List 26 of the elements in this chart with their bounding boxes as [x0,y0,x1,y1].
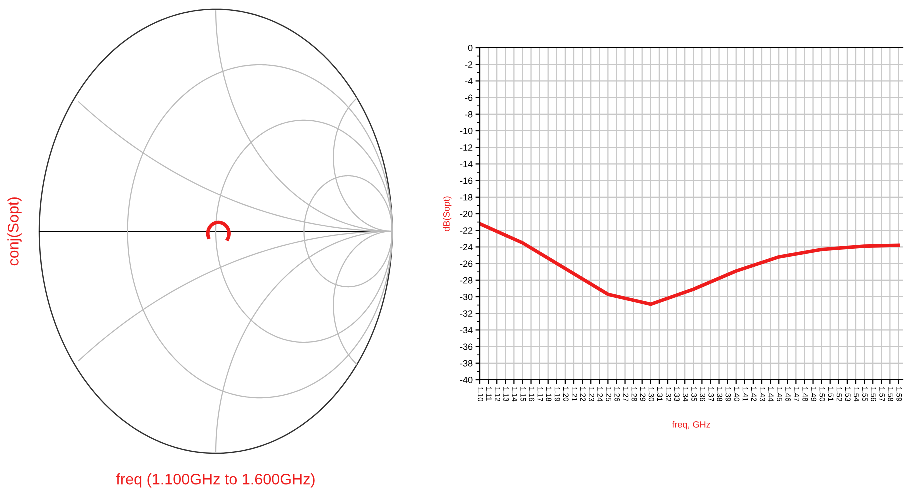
text: freq (1.100GHz to 1.600GHz) [116,474,315,488]
y-tick-label: -8 [465,111,473,118]
y-tick-label: -24 [460,244,473,250]
y-tick-label: -14 [460,161,473,168]
y-tick-label: -22 [460,228,473,234]
y-tick-label: -18 [460,194,473,201]
y-tick-label: -4 [465,78,473,84]
y-tick-label: -6 [465,94,473,102]
text: conj(Sopt) [8,198,22,266]
y-tick-label: -30 [460,294,473,300]
y-tick-label: -38 [460,360,473,367]
y-tick-label: -20 [460,210,473,218]
y-tick-label: 0 [468,44,473,52]
y-tick-label: -12 [460,144,473,151]
y-tick-label: -28 [460,277,473,284]
y-tick-label: -16 [460,178,473,184]
y-tick-label: -2 [465,62,473,68]
y-tick-label: -26 [460,260,473,268]
line-series [480,222,900,306]
y-tick-label: -10 [460,128,473,134]
y-tick-label: -36 [460,344,473,350]
y-tick-label: -40 [460,376,473,384]
y-axis-title: dB(Sopt) [443,196,452,232]
y-tick-label: -34 [460,327,473,334]
y-tick-label: -32 [460,310,473,317]
x-axis-title: freq, GHz [672,421,710,430]
